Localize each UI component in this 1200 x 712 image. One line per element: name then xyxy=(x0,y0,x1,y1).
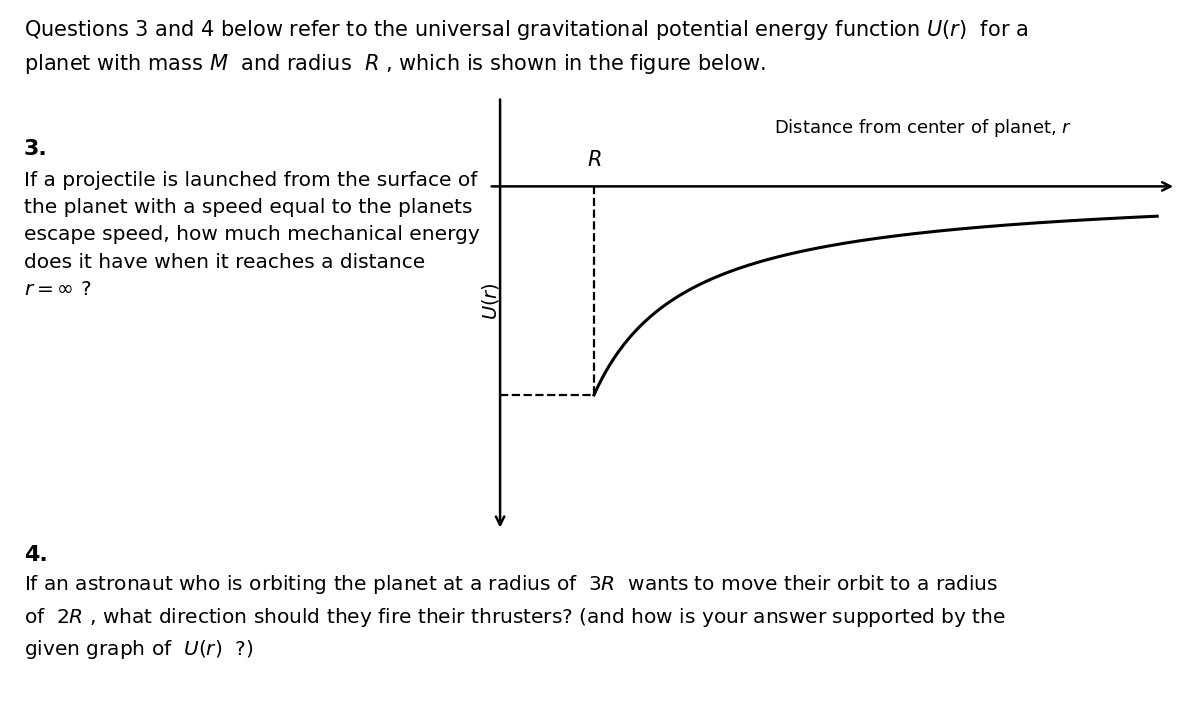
Text: Questions 3 and 4 below refer to the universal gravitational potential energy fu: Questions 3 and 4 below refer to the uni… xyxy=(24,18,1028,75)
Text: 4.: 4. xyxy=(24,545,48,565)
Text: $R$: $R$ xyxy=(587,150,601,169)
Text: 3.: 3. xyxy=(24,139,48,159)
Text: If an astronaut who is orbiting the planet at a radius of  $3R$  wants to move t: If an astronaut who is orbiting the plan… xyxy=(24,573,1006,661)
Text: $U(r)$: $U(r)$ xyxy=(480,282,502,320)
Text: If a projectile is launched from the surface of
the planet with a speed equal to: If a projectile is launched from the sur… xyxy=(24,171,480,299)
Text: Distance from center of planet, $r$: Distance from center of planet, $r$ xyxy=(774,117,1072,139)
